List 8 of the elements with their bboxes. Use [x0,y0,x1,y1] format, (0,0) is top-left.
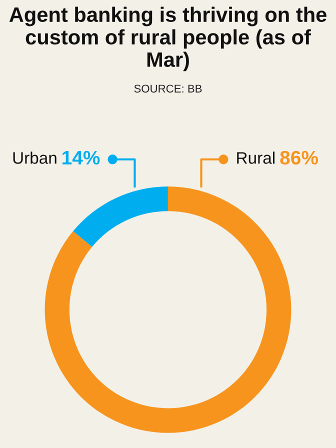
source-note: SOURCE: BB [134,84,202,93]
chart-title: Agent banking is thriving on the custom of rural people (as of Mar) [9,6,326,72]
data-label: 14% [62,150,100,165]
donut-slice [44,186,292,433]
legend-label: Rural [237,152,274,164]
data-label: 86% [280,150,318,165]
donut-slice [73,186,168,247]
slice-label: Urban [13,152,56,164]
